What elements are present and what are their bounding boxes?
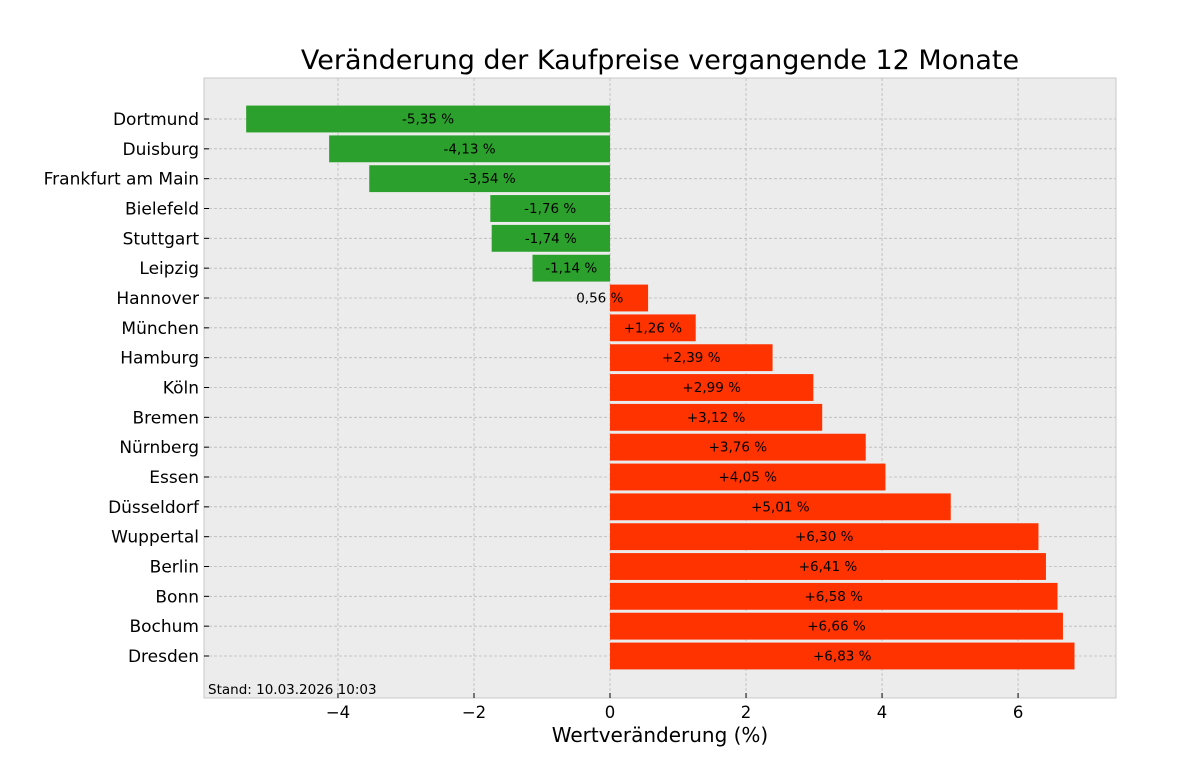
- x-axis: −4 −2 0 2 4 6: [326, 693, 1024, 722]
- bar: [610, 344, 773, 372]
- bar: [246, 105, 611, 133]
- y-tick-label: Wuppertal: [111, 528, 199, 548]
- data-label: +5,01 %: [751, 499, 810, 515]
- data-label: +6,41 %: [799, 559, 858, 575]
- bar: [532, 254, 611, 282]
- data-label: -3,54 %: [464, 171, 516, 187]
- data-label: +3,12 %: [687, 410, 746, 426]
- bar: [610, 523, 1039, 551]
- y-tick-label: Hannover: [116, 289, 199, 309]
- data-label: +6,66 %: [807, 619, 866, 635]
- data-label: +2,99 %: [682, 380, 741, 396]
- data-labels: -5,35 % -4,13 % -3,54 % -1,76 % -1,74 % -1,14…: [402, 112, 872, 665]
- timestamp-annotation: Stand: 10.03.2026 10:03: [208, 682, 377, 698]
- y-tick-label: Köln: [163, 379, 199, 399]
- data-label: -4,13 %: [444, 141, 496, 157]
- bar: [610, 582, 1058, 610]
- y-tick-label: Bielefeld: [125, 200, 199, 220]
- bars: [246, 105, 1075, 670]
- bar: [610, 642, 1075, 670]
- bar: [369, 165, 611, 193]
- bar: [610, 463, 886, 491]
- y-tick-label: Duisburg: [123, 140, 200, 160]
- x-tick-label: 4: [877, 703, 888, 722]
- bar: [610, 612, 1063, 640]
- y-tick-label: Leipzig: [139, 259, 199, 279]
- bar: [610, 493, 951, 521]
- data-label: 0,56 %: [576, 291, 623, 307]
- bar: [610, 374, 814, 401]
- y-tick-label: Essen: [149, 468, 199, 488]
- y-tick-label: Stuttgart: [123, 229, 200, 249]
- y-tick-label: Nürnberg: [119, 438, 199, 458]
- data-label: +1,26 %: [624, 320, 683, 336]
- y-tick-label: Bremen: [132, 408, 199, 428]
- data-label: -5,35 %: [402, 112, 454, 128]
- data-label: +6,83 %: [813, 649, 872, 665]
- data-label: +3,76 %: [709, 440, 768, 456]
- y-tick-label: München: [121, 319, 199, 339]
- data-label: -1,74 %: [525, 231, 577, 247]
- data-label: -1,14 %: [545, 261, 597, 277]
- data-label: +6,30 %: [795, 529, 854, 545]
- y-tick-label: Bonn: [155, 587, 199, 607]
- y-tick-label: Bochum: [129, 617, 199, 637]
- x-tick-label: 6: [1013, 703, 1024, 722]
- x-tick-label: 2: [741, 703, 752, 722]
- data-label: +4,05 %: [718, 470, 777, 486]
- data-label: -1,76 %: [524, 201, 576, 217]
- y-tick-label: Dresden: [128, 647, 199, 667]
- y-axis: Dortmund Duisburg Frankfurt am Main Bielefe…: [44, 110, 209, 667]
- y-tick-label: Düsseldorf: [108, 498, 200, 518]
- bar: [490, 195, 611, 222]
- bar: [610, 284, 649, 312]
- chart-title: Veränderung der Kaufpreise vergangende 1…: [301, 45, 1019, 76]
- x-tick-label: −4: [326, 703, 350, 722]
- data-label: +6,58 %: [805, 589, 864, 605]
- y-tick-label: Hamburg: [120, 349, 199, 369]
- x-tick-label: 0: [605, 703, 616, 722]
- y-tick-label: Frankfurt am Main: [44, 170, 199, 190]
- bar: [610, 314, 696, 342]
- bar: [610, 553, 1046, 580]
- bar: [610, 433, 866, 461]
- y-tick-label: Berlin: [150, 558, 199, 578]
- y-tick-label: Dortmund: [113, 110, 199, 130]
- x-tick-label: −2: [462, 703, 486, 722]
- x-axis-label: Wertveränderung (%): [552, 723, 769, 747]
- bar: [491, 224, 611, 252]
- data-label: +2,39 %: [662, 350, 721, 366]
- bar: [610, 403, 823, 431]
- bar: [329, 135, 611, 163]
